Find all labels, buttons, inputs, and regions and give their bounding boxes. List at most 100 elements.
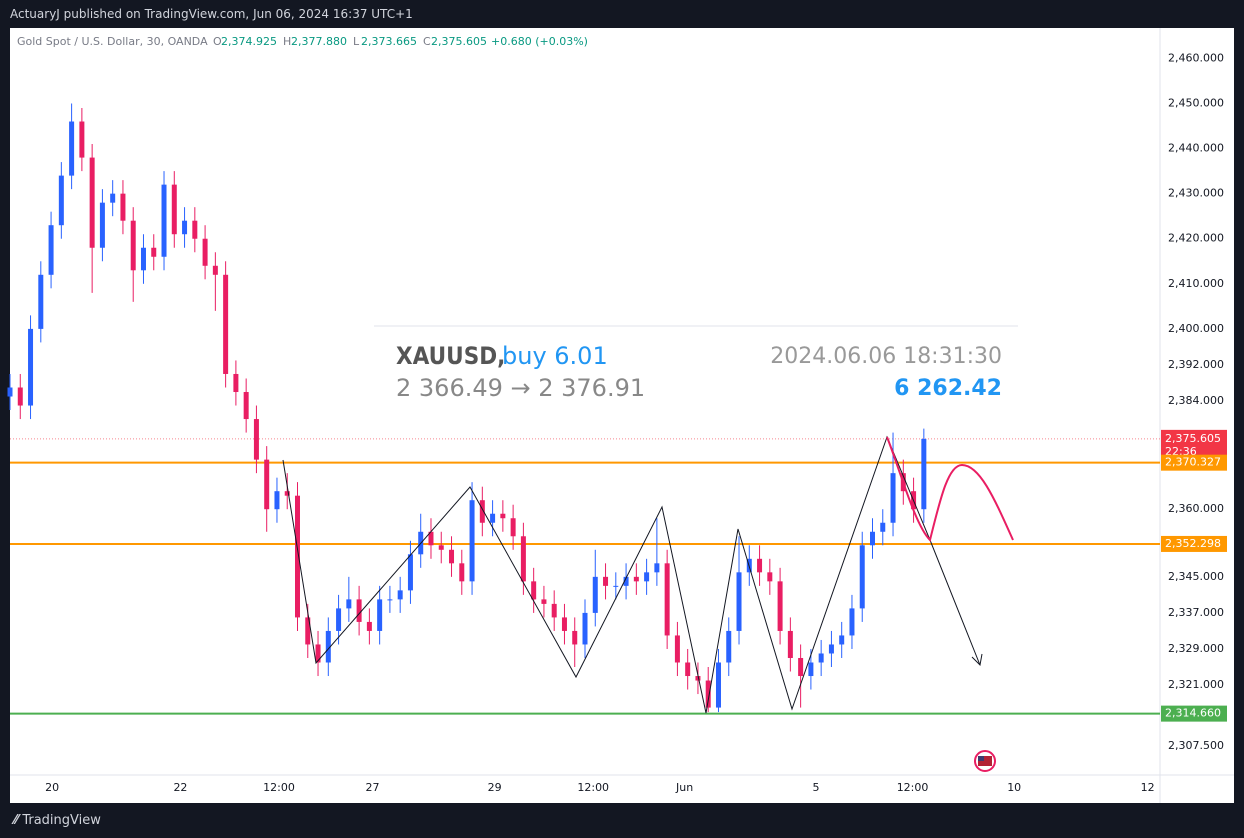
price-tag — [1161, 454, 1227, 471]
candle-body — [921, 438, 927, 510]
candle-body — [79, 121, 85, 158]
candle-body — [202, 238, 208, 266]
ohlc-key: C — [423, 35, 431, 48]
candle-body — [69, 121, 75, 176]
arrow-head — [971, 653, 983, 667]
candle-body — [151, 247, 157, 257]
candle-body — [7, 387, 13, 397]
x-tick-label: 12:00 — [263, 781, 295, 794]
y-tick-label: 2,440.000 — [1168, 142, 1224, 155]
y-tick-label: 2,329.000 — [1168, 642, 1224, 655]
candle-body — [407, 554, 413, 591]
zigzag-drawing — [282, 435, 981, 714]
trade-profit: 6 262.42 — [894, 376, 1002, 401]
candle-body — [58, 175, 64, 226]
trade-prices: 2 366.49 → 2 376.91 — [396, 374, 645, 402]
candle-body — [531, 581, 537, 600]
candle-body — [336, 608, 342, 631]
candle-body — [449, 549, 455, 564]
ohlc-value: 2,373.665 — [361, 35, 417, 48]
ohlc-key: O — [213, 35, 222, 48]
y-tick-label: 2,321.000 — [1168, 678, 1224, 691]
x-tick-label: Jun — [675, 781, 693, 794]
candle-body — [264, 459, 270, 510]
candle-body — [243, 392, 249, 420]
candle-body — [736, 572, 742, 631]
x-tick-label: 12:00 — [577, 781, 609, 794]
candle-body — [633, 576, 639, 582]
candle-body — [28, 328, 34, 406]
candle-body — [387, 599, 393, 601]
symbol-legend: Gold Spot / U.S. Dollar, 30, OANDA — [17, 35, 208, 48]
candle-body — [561, 617, 567, 631]
candle-body — [510, 518, 516, 537]
y-tick-label: 2,337.000 — [1168, 606, 1224, 619]
candle-body — [377, 599, 383, 631]
candle-body — [120, 193, 126, 221]
candle-body — [715, 662, 721, 708]
candle-body — [839, 635, 845, 645]
candle-body — [366, 621, 372, 631]
candle-body — [767, 572, 773, 582]
candle-body — [613, 585, 619, 587]
candle-body — [438, 545, 444, 550]
projection-curve — [886, 436, 1014, 542]
y-tick-label: 2,360.000 — [1168, 502, 1224, 515]
candle-body — [253, 419, 259, 460]
candle-body — [849, 608, 855, 636]
candle-body — [787, 630, 793, 658]
ohlc-change: +0.680 (+0.03%) — [491, 35, 588, 48]
candle-body — [500, 513, 506, 519]
candle-body — [469, 500, 475, 582]
candle-body — [572, 630, 578, 645]
y-tick-label: 2,450.000 — [1168, 96, 1224, 109]
candle-body — [726, 630, 732, 663]
x-tick-label: 10 — [1007, 781, 1021, 794]
candle-body — [274, 491, 280, 510]
candle-body — [130, 220, 136, 271]
candle-body — [161, 184, 167, 257]
price-tag-label: 2,370.327 — [1165, 456, 1221, 469]
y-tick-label: 2,460.000 — [1168, 51, 1224, 64]
candle-body — [295, 495, 300, 618]
candle-body — [479, 500, 485, 523]
y-tick-label: 2,420.000 — [1168, 232, 1224, 245]
candle-body — [17, 387, 23, 406]
candle-body — [592, 576, 598, 613]
brand: TradingView — [22, 813, 101, 828]
candle-body — [777, 581, 783, 631]
candle-body — [603, 576, 609, 586]
candle-body — [859, 545, 865, 609]
x-tick-label: 22 — [173, 781, 187, 794]
candle-body — [99, 202, 105, 248]
candle-body — [325, 630, 331, 663]
candle-body — [654, 563, 660, 573]
pane — [10, 28, 1234, 803]
candle-body — [541, 599, 547, 604]
y-tick-label: 2,430.000 — [1168, 187, 1224, 200]
candle-body — [798, 657, 804, 677]
countdown: 22:36 — [1165, 445, 1197, 458]
footer: ⁄⁄ TradingView — [0, 803, 1244, 838]
top-bar: ActuaryJ published on TradingView.com, J… — [0, 0, 1244, 28]
ohlc-value: 2,374.925 — [221, 35, 277, 48]
y-tick-label: 2,400.000 — [1168, 322, 1224, 335]
candle-body — [48, 225, 54, 275]
x-tick-label: 5 — [813, 781, 820, 794]
candle-body — [695, 676, 701, 681]
candle-body — [315, 644, 321, 663]
candle-body — [818, 653, 824, 663]
candle-body — [110, 193, 116, 203]
trade-side: buy 6.01 — [502, 342, 608, 370]
candle-body — [582, 612, 588, 645]
levels — [10, 438, 1160, 715]
x-tick-label: 27 — [365, 781, 379, 794]
ohlc-legend: O 2,374.925 H 2,377.880 L 2,373.665 C 2,375.605… — [213, 35, 588, 48]
candle-body — [705, 680, 711, 708]
x-tick-label: 12:00 — [897, 781, 929, 794]
x-tick-label: 20 — [45, 781, 59, 794]
candle-body — [490, 513, 496, 523]
candle-body — [623, 576, 629, 586]
